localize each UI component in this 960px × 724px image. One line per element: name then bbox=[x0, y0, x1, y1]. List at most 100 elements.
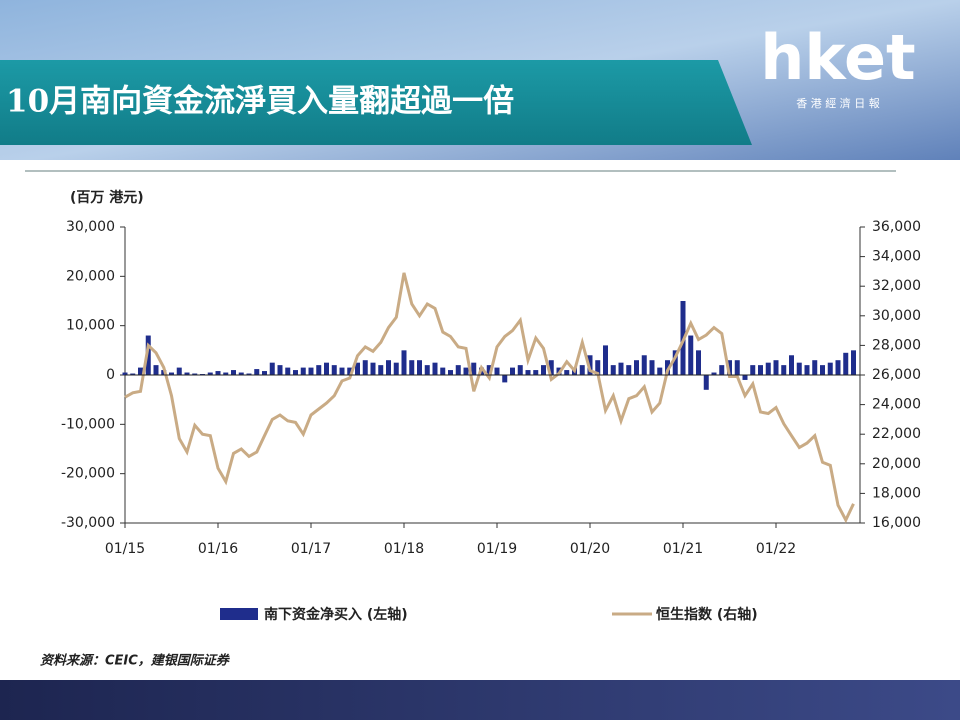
y2-tick-label: 36,000 bbox=[872, 219, 921, 235]
bar bbox=[618, 362, 624, 375]
bar bbox=[417, 360, 422, 375]
bar bbox=[231, 370, 236, 375]
bar bbox=[176, 367, 182, 375]
bar bbox=[502, 375, 508, 383]
bar bbox=[393, 362, 399, 375]
bar bbox=[440, 367, 446, 375]
bar bbox=[471, 362, 477, 375]
y2-tick-label: 26,000 bbox=[872, 367, 921, 383]
bar bbox=[215, 371, 221, 375]
y2-tick-label: 32,000 bbox=[872, 278, 921, 294]
bar bbox=[711, 372, 717, 375]
bar bbox=[308, 367, 314, 375]
bar bbox=[734, 360, 740, 375]
bar bbox=[665, 360, 670, 375]
legend-label: 南下资金净买入 (左轴) bbox=[264, 606, 408, 623]
bar bbox=[510, 367, 515, 375]
bar bbox=[610, 365, 616, 375]
bar bbox=[362, 360, 368, 375]
bar bbox=[448, 370, 453, 375]
y-tick-label: 0 bbox=[106, 367, 115, 383]
x-tick-label: 01/15 bbox=[105, 541, 145, 557]
x-tick-label: 01/20 bbox=[570, 541, 610, 557]
bar bbox=[316, 365, 322, 375]
chart-bg bbox=[0, 160, 960, 680]
y-tick-label: 20,000 bbox=[66, 268, 115, 284]
logo: hket bbox=[760, 21, 915, 94]
y2-tick-label: 16,000 bbox=[872, 515, 921, 531]
bar bbox=[184, 372, 190, 375]
y-tick-label: -10,000 bbox=[61, 416, 115, 432]
bar bbox=[339, 367, 345, 375]
y-tick-label: 30,000 bbox=[66, 219, 115, 235]
bar bbox=[781, 365, 787, 375]
x-tick-label: 01/21 bbox=[663, 541, 703, 557]
bar bbox=[688, 335, 694, 375]
bar bbox=[269, 362, 275, 375]
bar bbox=[378, 365, 384, 375]
bar bbox=[207, 372, 213, 375]
source: 资料来源：CEIC，建银国际证券 bbox=[40, 653, 231, 669]
y-tick-label: -20,000 bbox=[61, 466, 115, 482]
bar bbox=[424, 365, 430, 375]
x-tick-label: 01/16 bbox=[198, 541, 238, 557]
bar bbox=[401, 350, 407, 375]
bar bbox=[595, 360, 601, 375]
bar bbox=[138, 367, 143, 375]
bar bbox=[843, 352, 849, 375]
bar bbox=[649, 360, 655, 375]
legend-swatch bbox=[220, 608, 258, 620]
bar bbox=[494, 367, 500, 375]
bar bbox=[285, 367, 291, 375]
bar bbox=[541, 365, 546, 375]
legend-label: 恒生指数 (右轴) bbox=[656, 606, 758, 623]
bar bbox=[246, 373, 252, 375]
bar bbox=[827, 362, 833, 375]
bar bbox=[386, 360, 391, 375]
bar bbox=[293, 370, 298, 375]
bar bbox=[347, 367, 353, 375]
bar bbox=[796, 362, 802, 375]
bar bbox=[742, 375, 748, 380]
y2-tick-label: 22,000 bbox=[872, 426, 921, 442]
bar bbox=[355, 362, 360, 375]
bar bbox=[300, 367, 306, 375]
bar bbox=[641, 355, 647, 375]
bar bbox=[262, 371, 267, 375]
bar bbox=[812, 360, 818, 375]
bar bbox=[603, 345, 608, 375]
bar bbox=[463, 367, 469, 375]
y2-tick-label: 34,000 bbox=[872, 249, 921, 265]
bar bbox=[835, 360, 841, 375]
bar bbox=[517, 365, 523, 375]
bar bbox=[703, 375, 709, 390]
y-tick-label: 10,000 bbox=[66, 318, 115, 334]
bar bbox=[626, 365, 632, 375]
bar bbox=[370, 362, 376, 375]
bar bbox=[409, 360, 415, 375]
bar bbox=[324, 362, 329, 375]
bar bbox=[277, 365, 283, 375]
footer-bar bbox=[0, 680, 960, 720]
bar bbox=[254, 369, 260, 375]
bar bbox=[525, 370, 531, 375]
bar bbox=[727, 360, 732, 375]
y2-tick-label: 30,000 bbox=[872, 308, 921, 324]
bar bbox=[750, 365, 756, 375]
bar bbox=[696, 350, 701, 375]
y2-tick-label: 24,000 bbox=[872, 397, 921, 413]
bar bbox=[765, 362, 771, 375]
bar bbox=[579, 365, 585, 375]
y-tick-label: -30,000 bbox=[61, 515, 115, 531]
x-tick-label: 01/18 bbox=[384, 541, 424, 557]
x-tick-label: 01/17 bbox=[291, 541, 331, 557]
bar bbox=[455, 365, 461, 375]
bar bbox=[192, 373, 198, 375]
bar bbox=[773, 360, 779, 375]
bar bbox=[432, 362, 438, 375]
bar bbox=[564, 370, 570, 375]
bar bbox=[672, 350, 678, 375]
bar bbox=[122, 372, 128, 375]
